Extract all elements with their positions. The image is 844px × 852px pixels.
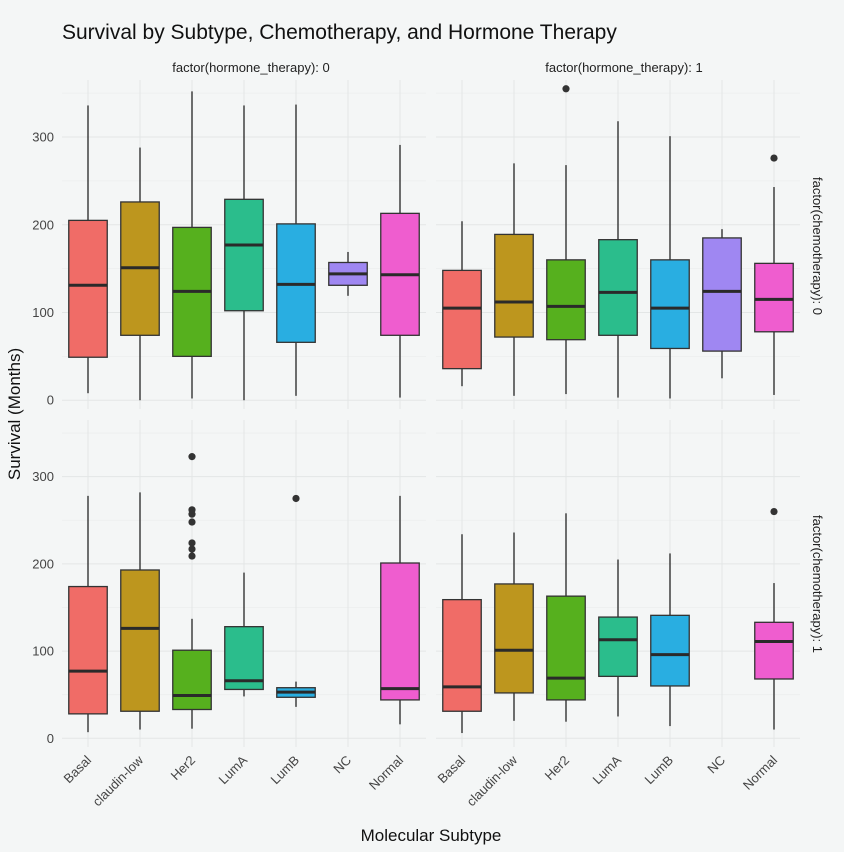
box-lumb bbox=[650, 553, 690, 727]
iqr-box bbox=[224, 198, 264, 312]
x-tick-label: Normal bbox=[366, 752, 406, 792]
outlier-point bbox=[292, 494, 300, 503]
x-tick-label: Basal bbox=[435, 752, 469, 786]
box-basal bbox=[68, 495, 108, 733]
outlier-point bbox=[188, 506, 196, 514]
outlier-point bbox=[188, 453, 196, 461]
iqr-box bbox=[598, 616, 638, 678]
box-basal bbox=[68, 105, 108, 394]
x-tick-label: LumB bbox=[267, 753, 302, 788]
iqr-box bbox=[172, 649, 212, 711]
panel-h1-c0 bbox=[436, 80, 800, 409]
iqr-box bbox=[442, 269, 482, 370]
iqr-box bbox=[494, 583, 534, 694]
panel-h0-c1 bbox=[62, 420, 426, 747]
box-luma bbox=[598, 121, 638, 398]
iqr-box bbox=[120, 569, 160, 712]
y-tick-label: 200 bbox=[32, 556, 54, 571]
y-tick-label: 100 bbox=[32, 305, 54, 320]
x-tick-label: Her2 bbox=[542, 753, 573, 784]
col-strip-hormone-1: factor(hormone_therapy): 1 bbox=[545, 60, 703, 75]
panel-h0-c0 bbox=[62, 80, 426, 409]
box-nc bbox=[328, 251, 368, 296]
y-tick-label: 0 bbox=[47, 393, 54, 408]
iqr-box bbox=[754, 262, 794, 333]
box-normal bbox=[380, 495, 420, 725]
box-luma bbox=[224, 105, 264, 401]
panel-h1-c1 bbox=[436, 420, 800, 747]
y-axis-title: Survival (Months) bbox=[5, 348, 24, 480]
y-tick-label: 100 bbox=[32, 644, 54, 659]
x-tick-label: NC bbox=[704, 753, 728, 777]
box-normal bbox=[754, 507, 794, 730]
x-tick-label: NC bbox=[330, 753, 354, 777]
chart-title: Survival by Subtype, Chemotherapy, and H… bbox=[62, 21, 617, 44]
outlier-point bbox=[188, 539, 196, 547]
iqr-box bbox=[650, 614, 690, 687]
x-tick-label: Her2 bbox=[168, 753, 199, 784]
row-strip-chemo-0: factor(chemotherapy): 0 bbox=[810, 177, 825, 315]
box-nc bbox=[702, 229, 742, 379]
iqr-box bbox=[702, 237, 742, 352]
x-axis-title: Molecular Subtype bbox=[361, 826, 502, 845]
outlier-point bbox=[562, 85, 570, 93]
iqr-box bbox=[68, 219, 108, 358]
box-normal bbox=[754, 154, 794, 395]
iqr-box bbox=[224, 626, 264, 691]
iqr-box bbox=[546, 259, 586, 341]
box-her2 bbox=[546, 85, 586, 395]
outlier-point bbox=[188, 545, 196, 553]
y-tick-label: 0 bbox=[47, 731, 54, 746]
x-tick-label: Normal bbox=[740, 752, 780, 792]
x-tick-label: LumA bbox=[215, 752, 250, 787]
y-tick-label: 300 bbox=[32, 130, 54, 145]
iqr-box bbox=[598, 239, 638, 336]
box-claudin-low bbox=[494, 532, 534, 721]
iqr-box bbox=[650, 259, 690, 350]
box-claudin-low bbox=[120, 147, 160, 401]
outlier-point bbox=[188, 518, 196, 526]
box-lumb bbox=[276, 104, 316, 396]
iqr-box bbox=[442, 598, 482, 712]
box-her2 bbox=[172, 453, 212, 729]
iqr-box bbox=[754, 621, 794, 680]
box-lumb bbox=[276, 494, 316, 707]
box-basal bbox=[442, 221, 482, 387]
x-tick-label: claudin-low bbox=[464, 752, 521, 809]
box-normal bbox=[380, 144, 420, 398]
box-luma bbox=[224, 572, 264, 697]
iqr-box bbox=[494, 233, 534, 338]
outlier-point bbox=[770, 154, 778, 162]
box-her2 bbox=[172, 91, 212, 399]
box-her2 bbox=[546, 513, 586, 722]
col-strip-hormone-0: factor(hormone_therapy): 0 bbox=[172, 60, 330, 75]
box-luma bbox=[598, 559, 638, 717]
box-basal bbox=[442, 534, 482, 734]
box-claudin-low bbox=[494, 163, 534, 396]
box-lumb bbox=[650, 136, 690, 399]
x-tick-label: LumA bbox=[589, 752, 624, 787]
y-tick-label: 200 bbox=[32, 217, 54, 232]
outlier-point bbox=[188, 552, 196, 560]
box-claudin-low bbox=[120, 492, 160, 730]
iqr-box bbox=[546, 595, 586, 701]
row-strip-chemo-1: factor(chemotherapy): 1 bbox=[810, 515, 825, 653]
y-tick-label: 300 bbox=[32, 469, 54, 484]
x-tick-label: Basal bbox=[61, 752, 95, 786]
iqr-box bbox=[380, 562, 420, 701]
outlier-point bbox=[770, 507, 778, 516]
iqr-box bbox=[68, 585, 108, 715]
x-tick-label: claudin-low bbox=[90, 752, 147, 809]
x-tick-label: LumB bbox=[641, 753, 676, 788]
